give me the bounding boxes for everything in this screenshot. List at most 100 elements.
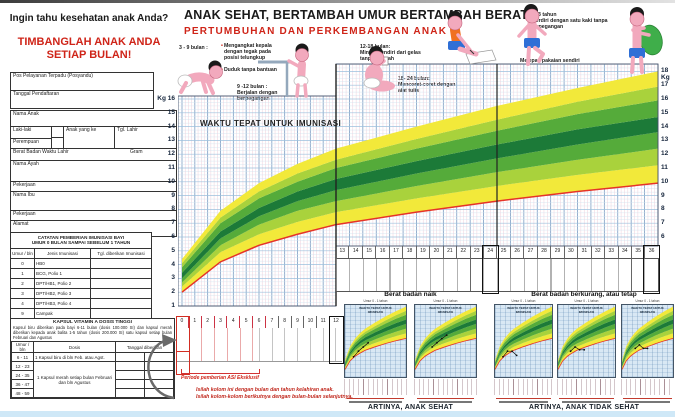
standing-baby-table-illustration	[258, 43, 309, 98]
mini-caption-line	[559, 397, 614, 400]
immunization-title: CATATAN PEMBERIAN IMUNISASI BAYI UMUR 0 …	[10, 232, 152, 248]
father-name-field: Nama Ayah	[13, 161, 39, 167]
asi-bracket	[181, 369, 260, 374]
vitamin-a-section: KAPSUL VITAMIN A DOSIS TINGGI Kapsul bir…	[10, 318, 175, 400]
boxed-month-24	[482, 245, 500, 294]
axis-label: 12	[661, 150, 669, 158]
axis-label: 11	[661, 164, 668, 171]
growth-band	[182, 132, 658, 283]
mother-name-field: Nama Ibu	[13, 192, 35, 198]
gram-unit-label: Gram	[130, 149, 143, 155]
growth-band	[182, 86, 658, 268]
mini-chart-turun-4: Umur 0 - 1 tahun WAKTU TEPAT UNTUK IMUNIS…	[557, 298, 616, 403]
mini-immunization-label: WAKTU TEPAT UNTUK IMUNISASI	[359, 306, 392, 314]
fill-note-2: Isilah kolom-kolom berikutnya dengan bul…	[196, 393, 353, 400]
month-cell: 26	[509, 246, 523, 258]
axis-label: 15	[661, 108, 669, 116]
col-umur: Umur / bln	[10, 247, 35, 259]
weight-record-columns-2-3yr	[336, 258, 659, 292]
vit-col-dosis: Dosis	[33, 341, 116, 354]
boxed-month-36	[643, 245, 661, 294]
month-cell: 33	[604, 246, 617, 258]
month-cell: 34	[617, 246, 631, 258]
month-cell: 0	[180, 318, 184, 324]
immunization-row: 4 DPT/HB3, Polio 4	[10, 297, 152, 309]
mini-chart-body: WAKTU TEPAT UNTUK IMUNISASI	[557, 304, 616, 378]
growth-band	[182, 165, 658, 293]
axis-label: 13	[167, 136, 175, 144]
milestone-text: Berdiri dengan satu kaki tanpa terpegang…	[532, 18, 608, 31]
mini-caption-line	[496, 397, 551, 400]
mini-caption-line	[561, 400, 612, 403]
growth-band	[182, 71, 658, 264]
month-cell: 7	[264, 316, 278, 328]
milestone-9-12: 9 -12 bulan : Berjalan dengan berpeganga…	[237, 84, 291, 103]
month-cell: 29	[550, 246, 563, 258]
month-scale-0-12: 0 1 2 3 4 5 6 7 8 9 10 11 12	[176, 316, 342, 328]
immunization-row: 0 HB0	[10, 257, 152, 269]
mini-caption-line	[349, 400, 402, 403]
mini-chart-body: WAKTU TEPAT UNTUK IMUNISASI	[344, 304, 407, 378]
axis-label: 4	[171, 260, 175, 268]
mini-caption-line	[498, 400, 549, 403]
father-occupation-field: Pekerjaan	[13, 182, 36, 188]
mini-chart-naik-1: Umur 0 - 1 tahun WAKTU TEPAT UNTUK IMUNIS…	[344, 298, 407, 403]
axis-label: 11	[168, 164, 175, 171]
mini-chart-body: WAKTU TEPAT UNTUK IMUNISASI	[621, 304, 674, 378]
page-title: ANAK SEHAT, BERTAMBAH UMUR BERTAMBAH BER…	[184, 8, 529, 22]
month-cell: 3	[213, 316, 227, 328]
registration-date-field: Tanggal Pendaftaran	[13, 91, 60, 97]
month-cell: 22	[456, 246, 469, 258]
month-cell: 27	[523, 246, 536, 258]
birth-weight-field: Berat Badan Waktu Lahir	[13, 149, 69, 155]
birth-month-box	[176, 316, 190, 375]
month-cell: 32	[590, 246, 604, 258]
mini-chart-body: WAKTU TEPAT UNTUK IMUNISASI	[414, 304, 477, 378]
immunization-row: 2 DPT/HB1, Polio 2	[10, 277, 152, 289]
mini-chart-title: Umur 0 - 1 tahun	[433, 299, 458, 303]
mini-chart-naik-2: Umur 0 - 1 tahun WAKTU TEPAT UNTUK IMUNIS…	[414, 298, 477, 403]
mini-chart-month-labels	[414, 379, 477, 395]
month-cell: 24	[482, 246, 496, 258]
child-number-field: Anak yang ke	[66, 127, 97, 133]
vitamin-row: 48 - 59	[11, 388, 174, 399]
child-name-field: Nama Anak	[13, 111, 39, 117]
registration-box: Pos Pelayanan Terpadu (Posyandu) Tanggal…	[10, 72, 154, 109]
axis-label: Kg 16	[157, 95, 175, 102]
axis-label: 1	[171, 302, 175, 309]
milestone-text: Berjalan dengan berpegangan	[237, 90, 278, 103]
crawling-baby-illustration	[177, 60, 223, 95]
axis-label: 17	[661, 81, 669, 89]
month-cell: 30	[563, 246, 577, 258]
female-field: Perempuan	[13, 139, 39, 145]
month-cell: 14	[348, 246, 361, 258]
month-cell: 13	[339, 248, 345, 254]
month-cell: 2	[200, 316, 214, 328]
mini-chart-month-labels	[344, 379, 407, 395]
milestone-melepas: Melepas pakaian sendiri	[520, 58, 580, 64]
axis-label: 6	[661, 233, 665, 240]
immunization-table: Umur / bln Jenis Imunisasi Tgl. diberika…	[10, 247, 152, 319]
axis-label: 14	[661, 122, 669, 130]
milestone-2-3-tahun: 2- 3 tahun Berdiri dengan satu kaki tanp…	[532, 12, 616, 31]
month-cell: 28	[536, 246, 550, 258]
mini-immunization-label: WAKTU TEPAT UNTUK IMUNISASI	[429, 306, 462, 314]
mini-immunization-label: WAKTU TEPAT UNTUK IMUNISASI	[570, 306, 603, 314]
unhealthy-caption: ARTINYA, ANAK TIDAK SEHAT	[528, 404, 640, 411]
milestone-item: Duduk tanpa bantuan	[223, 66, 277, 73]
month-cell: 11	[316, 316, 329, 328]
immunization-row: 3 DPT/HB2, Polio 3	[10, 287, 152, 299]
axis-label: 12	[167, 150, 175, 158]
healthy-caption: ARTINYA, ANAK SEHAT	[367, 404, 454, 411]
vit-col-umur: Umur / bln	[11, 341, 34, 354]
mini-caption-line	[419, 400, 472, 403]
mini-chart-title: Umur 0 - 1 tahun	[363, 299, 388, 303]
month-cell: 4	[226, 316, 239, 328]
mother-occupation-field: Pekerjaan	[13, 211, 36, 217]
mini-immunization-label: WAKTU TEPAT UNTUK IMUNISASI	[631, 306, 664, 314]
mini-chart-month-labels	[557, 379, 616, 395]
growth-band	[182, 116, 658, 279]
month-cell: 15	[361, 246, 375, 258]
bullet-icon: •	[221, 43, 223, 49]
mini-chart-month-labels	[621, 379, 674, 395]
